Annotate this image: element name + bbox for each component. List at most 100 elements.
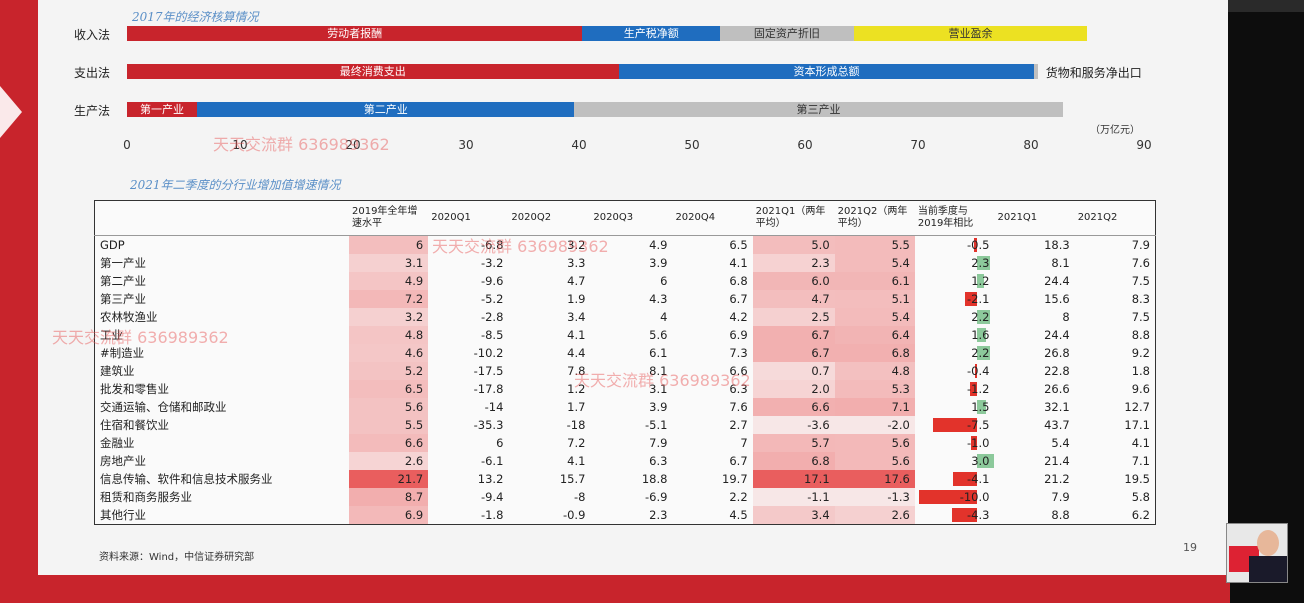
comparison-value: -0.5 [967, 238, 990, 252]
cell-5: 2.5 [752, 308, 835, 326]
cell-3: 2.3 [649, 508, 668, 522]
comparison-bar [973, 238, 977, 252]
cell-1: 13.2 [477, 472, 504, 486]
cell-1: -5.2 [480, 292, 504, 306]
cell-6: 6.8 [834, 344, 915, 362]
cell-6: -1.3 [834, 488, 915, 506]
row-name: 交通运输、仓储和邮政业 [100, 400, 227, 414]
comparison-bar [976, 274, 984, 288]
cell-2: 7.2 [567, 436, 586, 450]
cell-1: -14 [484, 400, 504, 414]
cell-8: 22.8 [1044, 364, 1070, 378]
comparison-bar [976, 310, 990, 324]
cell-8: 8 [1062, 310, 1070, 324]
cell-3: 3.1 [649, 382, 668, 396]
cell-4: 6.7 [729, 292, 748, 306]
presenter-video-thumbnail[interactable] [1226, 523, 1288, 583]
cell-5: 6.6 [752, 398, 835, 416]
row-name: 其他行业 [100, 508, 146, 522]
cell-2: -8 [573, 490, 586, 504]
cell-5: 6.7 [752, 326, 835, 344]
row-name: GDP [100, 238, 125, 252]
row-name: 第二产业 [100, 274, 146, 288]
cell-6: 5.6 [834, 434, 915, 452]
cell-7: 2.3 [915, 254, 995, 272]
row-name: 批发和零售业 [100, 382, 169, 396]
cell-7: -1.0 [915, 434, 995, 452]
cell-4: 7.3 [729, 346, 748, 360]
comparison-value: -1.2 [967, 382, 990, 396]
table-row: 交通运输、仓储和邮政业 5.6 -14 1.7 3.9 7.6 6.6 7.1 1.5 32.1 1… [95, 398, 1156, 416]
cell-7: -7.5 [915, 416, 995, 434]
comparison-value: 1.5 [971, 400, 990, 414]
cell-0: 2.6 [348, 452, 429, 470]
cell-0: 5.6 [348, 398, 429, 416]
comparison-value: 3.0 [971, 454, 990, 468]
stacked-chart-title: 2017年的经济核算情况 [132, 10, 259, 24]
row-name: 第一产业 [100, 256, 146, 270]
cell-1: -6.1 [480, 454, 504, 468]
comparison-bar [953, 472, 977, 486]
cell-6: 5.6 [834, 452, 915, 470]
bar-segment-2-1: 第二产业 [197, 102, 575, 117]
bar-segment-0-2: 固定资产折旧 [720, 26, 854, 41]
cell-4: 4.1 [729, 256, 748, 270]
cell-9: 7.6 [1131, 256, 1150, 270]
comparison-bar [951, 508, 977, 522]
bar-segment-0-0: 劳动者报酬 [127, 26, 583, 41]
presenter-suit [1249, 556, 1287, 582]
net-export-label: 货物和服务净出口 [1045, 66, 1142, 80]
cell-1: -35.3 [473, 418, 504, 432]
cell-0: 6 [348, 235, 429, 254]
bar-segment-2-2: 第三产业 [574, 102, 1063, 117]
cell-6: 7.1 [834, 398, 915, 416]
cell-0: 6.9 [348, 506, 429, 525]
cell-2: -18 [566, 418, 586, 432]
cell-0: 21.7 [348, 470, 429, 488]
cell-3: 18.8 [641, 472, 668, 486]
cell-5: 4.7 [752, 290, 835, 308]
cell-3: 4.3 [649, 292, 668, 306]
cell-6: 5.3 [834, 380, 915, 398]
cell-6: 6.4 [834, 326, 915, 344]
comparison-value: -10.0 [959, 490, 990, 504]
cell-7: -10.0 [915, 488, 995, 506]
table-row: 第二产业 4.9 -9.6 4.7 6 6.8 6.0 6.1 1.2 24.4 7.5 [95, 272, 1156, 290]
cell-0: 8.7 [348, 488, 429, 506]
bar-segment-1-1: 资本形成总额 [618, 64, 1035, 79]
cell-5: 6.8 [752, 452, 835, 470]
column-header-7: 2021Q2（两年平均） [834, 200, 915, 236]
cell-8: 26.6 [1044, 382, 1070, 396]
axis-tick-60: 60 [797, 138, 813, 152]
cell-5: 0.7 [752, 362, 835, 380]
cell-8: 32.1 [1044, 400, 1070, 414]
bar-segment-0-3: 营业盈余 [853, 26, 1088, 41]
cell-2: 3.3 [567, 256, 586, 270]
cell-3: 4.9 [649, 238, 668, 252]
cell-7: 1.2 [915, 272, 995, 290]
cell-0: 5.2 [348, 362, 429, 380]
cell-0: 4.8 [348, 326, 429, 344]
cell-8: 21.2 [1044, 472, 1070, 486]
cell-5: -3.6 [752, 416, 835, 434]
cell-6: 5.5 [834, 235, 915, 254]
cell-4: 7.6 [729, 400, 748, 414]
comparison-bar [974, 364, 977, 378]
cell-3: 3.9 [649, 256, 668, 270]
comparison-value: 1.2 [971, 274, 990, 288]
cell-5: -1.1 [752, 488, 835, 506]
cell-9: 7.5 [1131, 274, 1150, 288]
axis-tick-50: 50 [684, 138, 700, 152]
cell-1: 6 [496, 436, 504, 450]
cell-9: 7.5 [1131, 310, 1150, 324]
cell-6: 6.1 [834, 272, 915, 290]
cell-7: -0.5 [915, 236, 995, 255]
cell-5: 5.0 [752, 235, 835, 254]
cell-9: 12.7 [1124, 400, 1150, 414]
cell-9: 1.8 [1131, 364, 1150, 378]
cell-2: 1.9 [567, 292, 586, 306]
cell-7: -0.4 [915, 362, 995, 380]
comparison-bar [976, 400, 986, 414]
row-name: 信息传输、软件和信息技术服务业 [100, 472, 273, 486]
cell-1: -8.5 [480, 328, 504, 342]
